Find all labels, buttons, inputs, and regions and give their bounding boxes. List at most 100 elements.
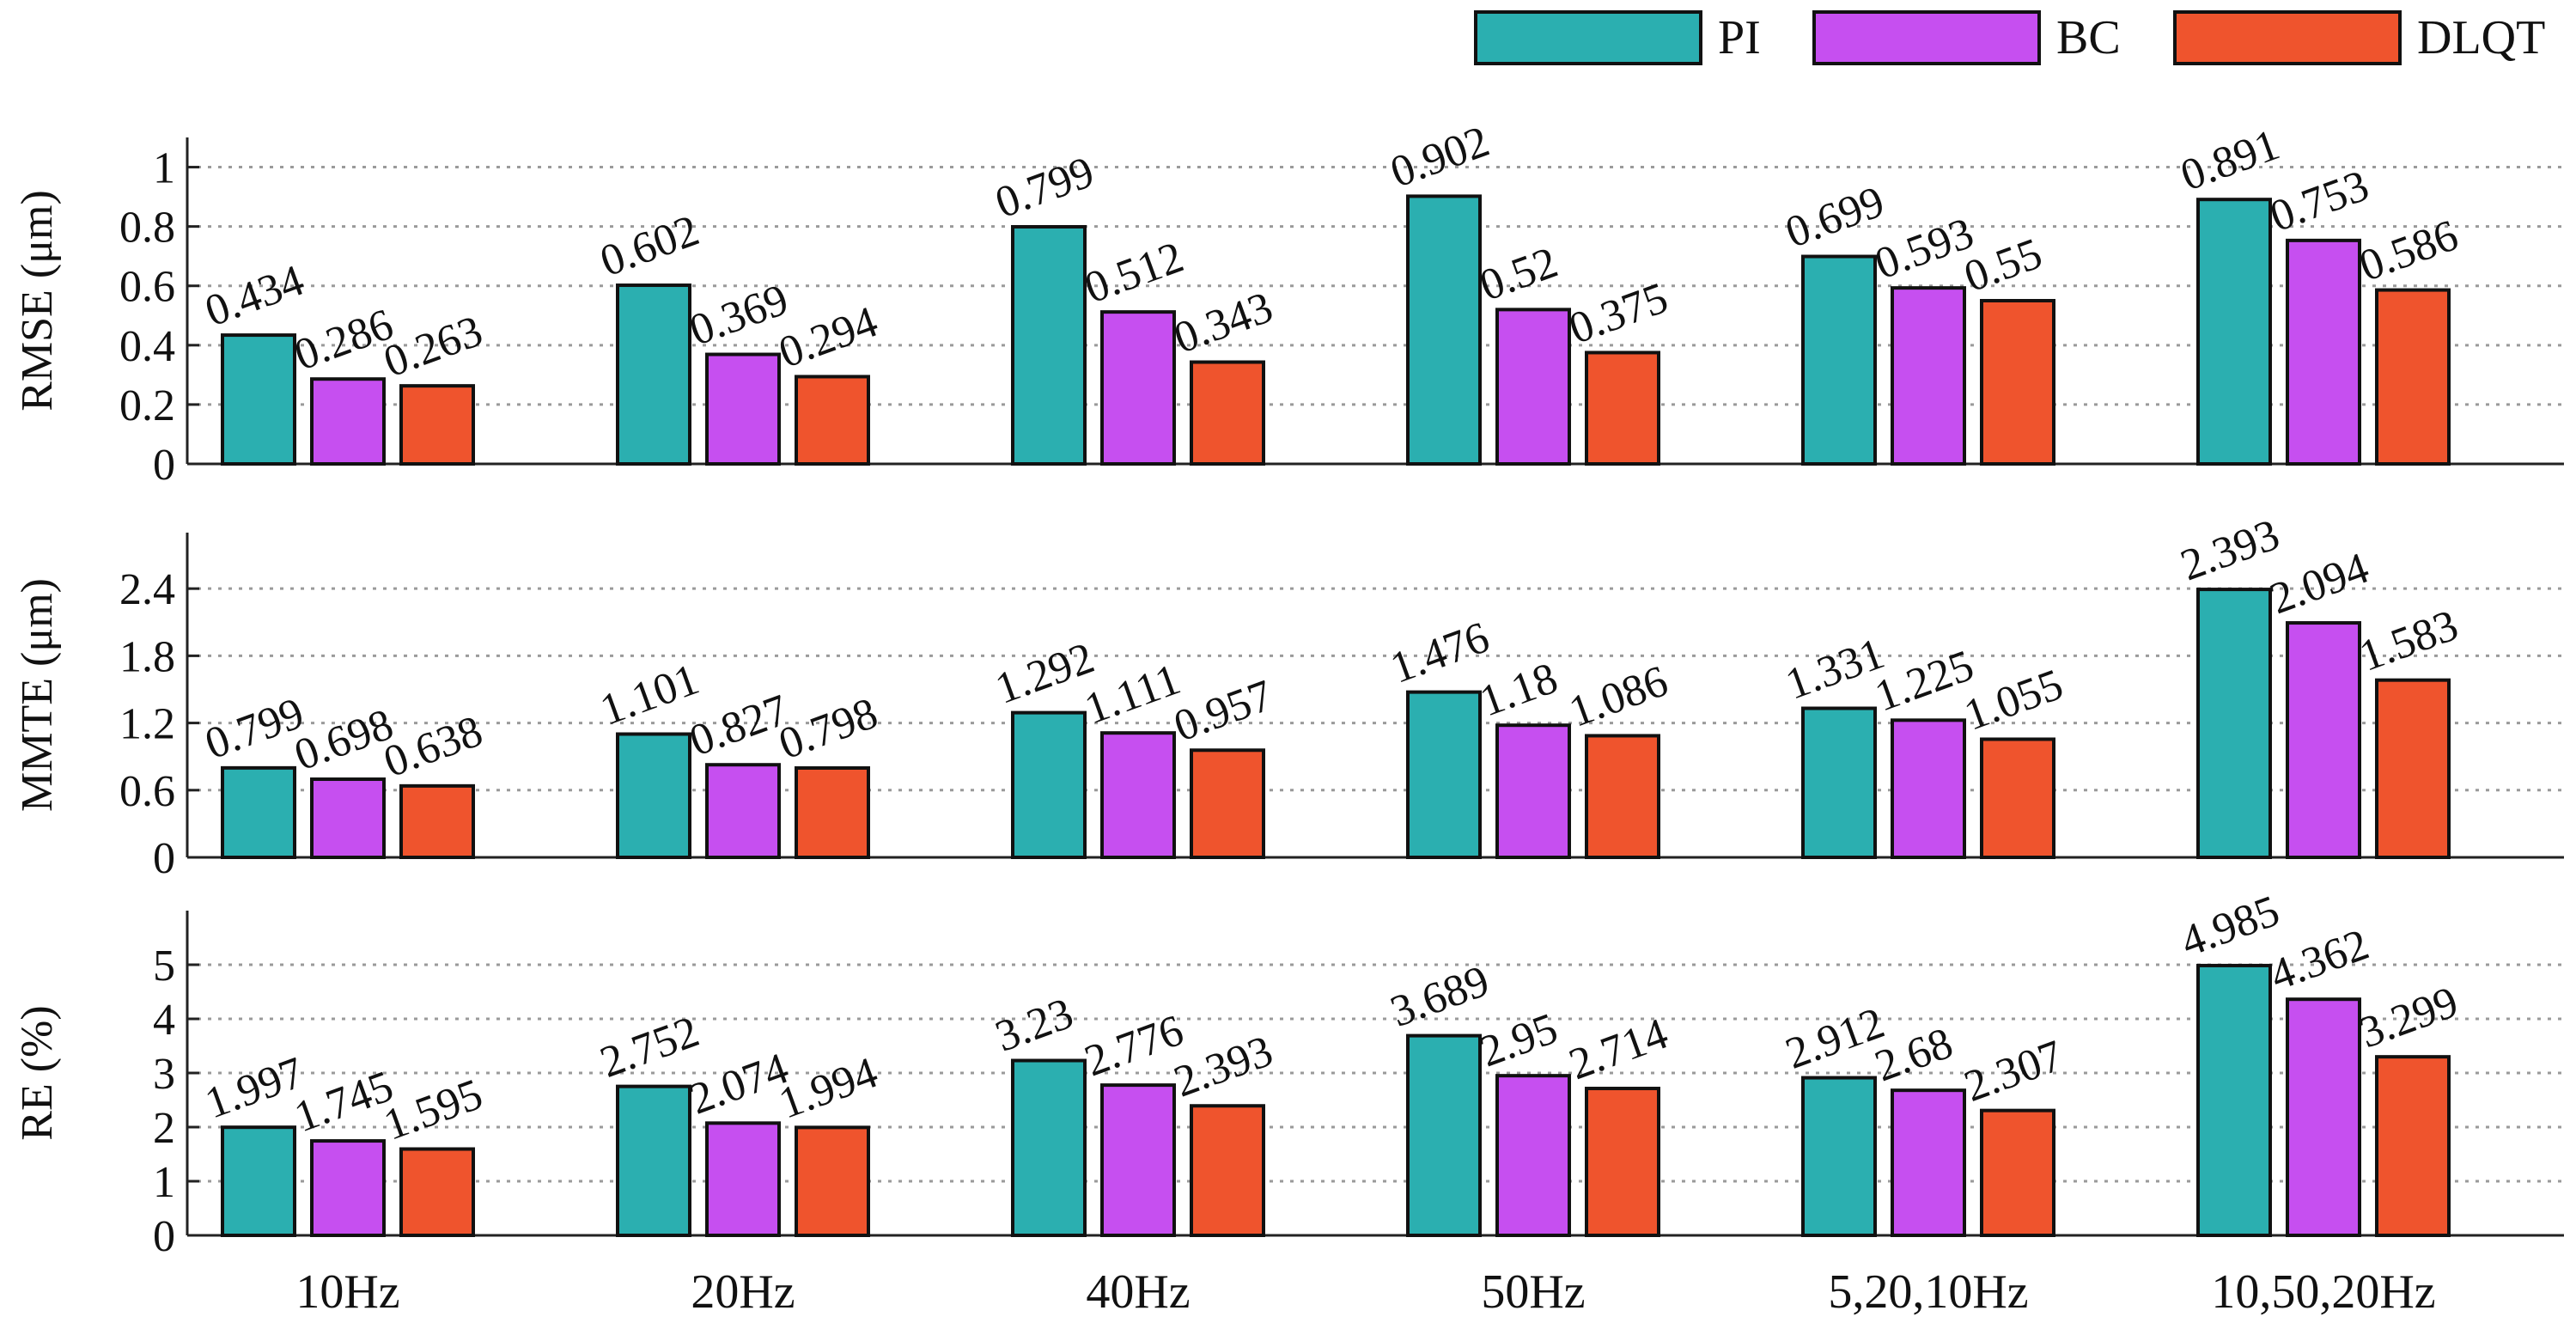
data-label: 0.586: [2354, 210, 2464, 291]
y-tick-label: 0: [153, 441, 175, 490]
data-label: 3.299: [2354, 978, 2464, 1058]
y-tick-label: 5: [153, 942, 175, 991]
bar-pi: [2196, 963, 2272, 1237]
legend-label-pi: PI: [1718, 11, 1761, 64]
y-tick-label: 1: [153, 1158, 175, 1207]
data-label: 1.086: [1563, 656, 1674, 737]
legend-label-dlqt: DLQT: [2417, 11, 2545, 64]
bar-bc: [310, 777, 386, 859]
data-label: 0.263: [378, 307, 489, 387]
legend: PI BC DLQT: [1474, 10, 2545, 65]
bar-bc: [2286, 238, 2361, 466]
bar-dlqt: [1585, 351, 1660, 466]
bar-dlqt: [2375, 678, 2451, 859]
y-tick-label: 1.8: [119, 632, 175, 681]
data-label: 0.799: [199, 689, 310, 770]
data-label: 1.331: [1780, 629, 1891, 710]
x-tick-label: 5,20,10Hz: [1828, 1265, 2028, 1319]
bar-bc: [705, 1121, 781, 1238]
bar-bc: [2286, 621, 2361, 859]
bar-bc: [1891, 286, 1966, 466]
data-label: 0.891: [2175, 120, 2286, 201]
bar-bc: [310, 377, 386, 466]
bar-pi: [1801, 254, 1877, 466]
bar-bc: [1891, 718, 1966, 859]
y-tick-label: 0: [153, 834, 175, 883]
y-tick-label: 0: [153, 1212, 175, 1261]
data-label: 1.595: [378, 1070, 489, 1150]
x-tick-label: 20Hz: [691, 1265, 795, 1319]
bar-pi: [1801, 1076, 1877, 1237]
bar-bc: [1100, 731, 1176, 859]
y-axis-label: RE (%): [13, 1005, 62, 1140]
bar-pi: [2196, 198, 2272, 466]
bar-dlqt: [795, 765, 870, 859]
legend-item-dlqt: DLQT: [2173, 10, 2545, 65]
y-tick-label: 2: [153, 1104, 175, 1153]
bar-pi: [616, 732, 691, 860]
legend-swatch-pi: [1474, 10, 1702, 65]
bar-bc: [1495, 308, 1571, 466]
bar-dlqt: [1980, 737, 2055, 859]
y-tick-label: 0.6: [119, 767, 175, 816]
bar-dlqt: [2375, 288, 2451, 466]
bar-bc: [1100, 1083, 1176, 1238]
bar-pi: [616, 283, 691, 466]
bar-pi: [1406, 1033, 1482, 1238]
data-label: 0.602: [594, 206, 705, 287]
data-label: 1.994: [773, 1048, 884, 1129]
data-label: 0.902: [1385, 117, 1495, 198]
bar-pi: [221, 1125, 296, 1237]
bar-pi: [2196, 588, 2272, 859]
data-label: 0.434: [199, 256, 310, 337]
bar-pi: [616, 1084, 691, 1238]
data-label: 0.799: [990, 148, 1100, 229]
legend-item-bc: BC: [1812, 10, 2121, 65]
bar-pi: [1011, 224, 1087, 466]
y-tick-label: 0.8: [119, 204, 175, 253]
legend-swatch-bc: [1812, 10, 2041, 65]
bar-dlqt: [1980, 1108, 2055, 1238]
data-label: 1.055: [1958, 660, 2069, 741]
y-tick-label: 0.6: [119, 263, 175, 312]
bar-bc: [1891, 1088, 1966, 1238]
bar-bc: [1100, 310, 1176, 466]
bar-dlqt: [1585, 1087, 1660, 1237]
data-label: 3.689: [1385, 956, 1495, 1037]
data-label: 0.512: [1079, 233, 1190, 314]
bar-pi: [1406, 194, 1482, 466]
legend-swatch-dlqt: [2173, 10, 2402, 65]
data-label: 3.23: [990, 989, 1080, 1062]
bar-dlqt: [1190, 748, 1265, 860]
bar-dlqt: [2375, 1055, 2451, 1237]
data-label: 1.18: [1474, 654, 1564, 727]
x-axis: 10Hz 20Hz 40Hz 50Hz 5,20,10Hz 10,50,20Hz: [295, 1265, 2435, 1319]
data-label: 0.638: [378, 707, 489, 788]
data-label: 1.583: [2354, 600, 2464, 681]
legend-label-bc: BC: [2056, 11, 2121, 64]
bar-dlqt: [795, 1125, 870, 1238]
bar-dlqt: [795, 375, 870, 466]
data-label: 0.957: [1168, 671, 1279, 752]
bar-bc: [705, 763, 781, 860]
data-label: 2.714: [1563, 1009, 1674, 1090]
y-tick-label: 0.4: [119, 322, 175, 371]
bar-dlqt: [1190, 360, 1265, 466]
bar-dlqt: [1190, 1104, 1265, 1237]
y-tick-label: 3: [153, 1050, 175, 1099]
y-tick-label: 1: [153, 144, 175, 193]
data-label: 0.753: [2264, 162, 2375, 242]
data-label: 2.95: [1474, 1004, 1564, 1077]
bar-bc: [1495, 723, 1571, 860]
bar-dlqt: [399, 384, 475, 466]
bar-dlqt: [1980, 299, 2055, 466]
bar-bc: [705, 352, 781, 466]
data-label: 2.307: [1958, 1031, 2069, 1112]
data-label: 0.343: [1168, 283, 1279, 363]
y-tick-label: 1.2: [119, 700, 175, 749]
legend-item-pi: PI: [1474, 10, 1761, 65]
